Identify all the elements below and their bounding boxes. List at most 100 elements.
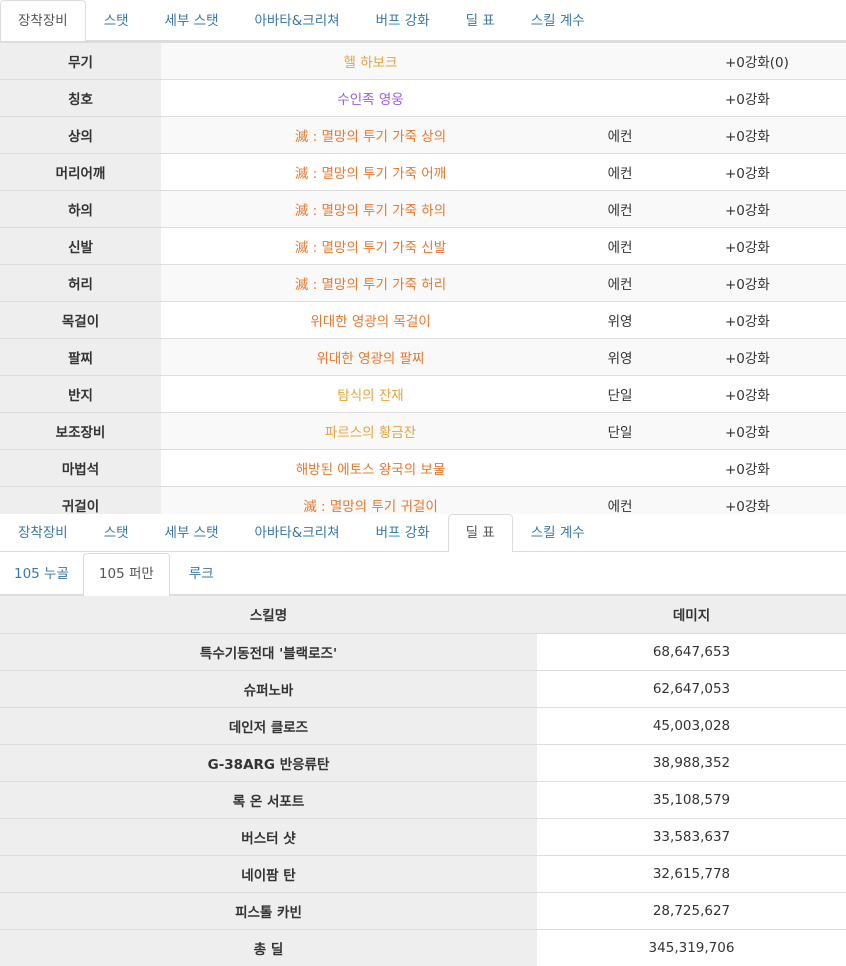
enhance-level: +0강화 — [675, 486, 846, 518]
deal-panel: 장착장비 스탯 세부 스탯 아바타&크리쳐 버프 강화 딜 표 스킬 계수 10… — [0, 514, 846, 966]
deal-row: 피스톨 카빈 28,725,627 — [0, 891, 846, 929]
set-label: 에컨 — [580, 116, 660, 154]
damage-value: 35,108,579 — [537, 780, 846, 818]
deal-row: 네이팜 탄 32,615,778 — [0, 854, 846, 892]
item-name[interactable]: 滅 : 멸망의 투기 귀걸이 — [161, 486, 580, 518]
item-name[interactable]: 滅 : 멸망의 투기 가죽 신발 — [161, 227, 580, 265]
tab-equipment[interactable]: 장착장비 — [18, 525, 68, 541]
enhance-level: +0강화 — [675, 375, 846, 413]
tab-deal-table[interactable]: 딜 표 — [465, 13, 495, 29]
subtab-105-nugol[interactable]: 105 누골 — [14, 566, 69, 582]
deal-table: 스킬명 데미지 특수기동전대 '블랙로즈' 68,647,653 슈퍼노바 62,… — [0, 596, 846, 966]
deal-row: 버스터 샷 33,583,637 — [0, 817, 846, 855]
slot-label: 팔찌 — [0, 338, 161, 376]
damage-value: 45,003,028 — [537, 706, 846, 744]
damage-value: 28,725,627 — [537, 891, 846, 929]
set-label: 에컨 — [580, 227, 660, 265]
set-label: 위영 — [580, 301, 660, 339]
damage-value: 68,647,653 — [537, 632, 846, 670]
bottom-tab-bar: 장착장비 스탯 세부 스탯 아바타&크리쳐 버프 강화 딜 표 스킬 계수 — [0, 514, 846, 552]
deal-row: 특수기동전대 '블랙로즈' 68,647,653 — [0, 632, 846, 670]
damage-value: 62,647,053 — [537, 669, 846, 707]
tab-avatar-creature[interactable]: 아바타&크리쳐 — [254, 13, 340, 29]
top-tab-bar: 장착장비 스탯 세부 스탯 아바타&크리쳐 버프 강화 딜 표 스킬 계수 — [0, 0, 846, 42]
skill-name: 슈퍼노바 — [0, 669, 537, 707]
slot-label: 머리어깨 — [0, 153, 161, 191]
equipment-row: 귀걸이 滅 : 멸망의 투기 귀걸이 에컨 +0강화 — [0, 486, 846, 518]
enhance-level: +0강화(0) — [675, 42, 846, 80]
tab-equipment[interactable]: 장착장비 — [0, 0, 86, 41]
skill-name: 네이팜 탄 — [0, 854, 537, 892]
tab-avatar-creature[interactable]: 아바타&크리쳐 — [254, 525, 340, 541]
equipment-row: 마법석 해방된 에토스 왕국의 보물 +0강화 — [0, 449, 846, 487]
damage-value: 38,988,352 — [537, 743, 846, 781]
slot-label: 하의 — [0, 190, 161, 228]
enhance-level: +0강화 — [675, 116, 846, 154]
item-name[interactable]: 파르스의 황금잔 — [161, 412, 580, 450]
equipment-row: 보조장비 파르스의 황금잔 단일 +0강화 — [0, 412, 846, 450]
item-name[interactable]: 滅 : 멸망의 투기 가죽 상의 — [161, 116, 580, 154]
header-damage: 데미지 — [537, 596, 846, 633]
slot-label: 보조장비 — [0, 412, 161, 450]
skill-name: 총 딜 — [0, 928, 537, 966]
item-name[interactable]: 위대한 영광의 팔찌 — [161, 338, 580, 376]
tab-stats[interactable]: 스탯 — [103, 525, 129, 541]
skill-name: 버스터 샷 — [0, 817, 537, 855]
item-name[interactable]: 헬 하보크 — [161, 42, 580, 80]
slot-label: 신발 — [0, 227, 161, 265]
equipment-table: 무기 헬 하보크 +0강화(0) 칭호 수인족 영웅 +0강화 상의 滅 : 멸망의… — [0, 42, 846, 518]
tab-skill-coef[interactable]: 스킬 계수 — [530, 525, 585, 541]
set-label — [580, 79, 660, 117]
damage-value: 32,615,778 — [537, 854, 846, 892]
item-name[interactable]: 탐식의 잔재 — [161, 375, 580, 413]
equipment-row: 머리어깨 滅 : 멸망의 투기 가죽 어깨 에컨 +0강화 — [0, 153, 846, 191]
slot-label: 반지 — [0, 375, 161, 413]
skill-name: 피스톨 카빈 — [0, 891, 537, 929]
equipment-row: 상의 滅 : 멸망의 투기 가죽 상의 에컨 +0강화 — [0, 116, 846, 154]
tab-detail-stats[interactable]: 세부 스탯 — [164, 525, 219, 541]
skill-name: 록 온 서포트 — [0, 780, 537, 818]
item-name[interactable]: 위대한 영광의 목걸이 — [161, 301, 580, 339]
slot-label: 허리 — [0, 264, 161, 302]
item-name[interactable]: 해방된 에토스 왕국의 보물 — [161, 449, 580, 487]
enhance-level: +0강화 — [675, 301, 846, 339]
slot-label: 무기 — [0, 42, 161, 80]
damage-value: 33,583,637 — [537, 817, 846, 855]
enhance-level: +0강화 — [675, 412, 846, 450]
equipment-row: 신발 滅 : 멸망의 투기 가죽 신발 에컨 +0강화 — [0, 227, 846, 265]
tab-deal-table[interactable]: 딜 표 — [447, 514, 513, 552]
tab-buff[interactable]: 버프 강화 — [375, 13, 430, 29]
item-name[interactable]: 수인족 영웅 — [161, 79, 580, 117]
tab-buff[interactable]: 버프 강화 — [375, 525, 430, 541]
enhance-level: +0강화 — [675, 264, 846, 302]
header-skill-name: 스킬명 — [0, 596, 537, 633]
set-label: 단일 — [580, 375, 660, 413]
damage-value: 345,319,706 — [537, 928, 846, 966]
slot-label: 칭호 — [0, 79, 161, 117]
subtab-rook[interactable]: 루크 — [188, 566, 214, 582]
slot-label: 상의 — [0, 116, 161, 154]
item-name[interactable]: 滅 : 멸망의 투기 가죽 어깨 — [161, 153, 580, 191]
set-label: 에컨 — [580, 153, 660, 191]
deal-row: 총 딜 345,319,706 — [0, 928, 846, 966]
set-label: 위영 — [580, 338, 660, 376]
enhance-level: +0강화 — [675, 227, 846, 265]
equipment-row: 무기 헬 하보크 +0강화(0) — [0, 42, 846, 80]
item-name[interactable]: 滅 : 멸망의 투기 가죽 하의 — [161, 190, 580, 228]
enhance-level: +0강화 — [675, 190, 846, 228]
subtab-105-perman[interactable]: 105 퍼만 — [82, 553, 170, 596]
tab-detail-stats[interactable]: 세부 스탯 — [164, 13, 219, 29]
enhance-level: +0강화 — [675, 153, 846, 191]
deal-row: 록 온 서포트 35,108,579 — [0, 780, 846, 818]
item-name[interactable]: 滅 : 멸망의 투기 가죽 허리 — [161, 264, 580, 302]
slot-label: 귀걸이 — [0, 486, 161, 518]
enhance-level: +0강화 — [675, 449, 846, 487]
deal-row: 슈퍼노바 62,647,053 — [0, 669, 846, 707]
equipment-row: 목걸이 위대한 영광의 목걸이 위영 +0강화 — [0, 301, 846, 339]
set-label: 에컨 — [580, 486, 660, 518]
set-label: 에컨 — [580, 190, 660, 228]
slot-label: 마법석 — [0, 449, 161, 487]
tab-skill-coef[interactable]: 스킬 계수 — [530, 13, 585, 29]
equipment-row: 허리 滅 : 멸망의 투기 가죽 허리 에컨 +0강화 — [0, 264, 846, 302]
tab-stats[interactable]: 스탯 — [103, 13, 129, 29]
